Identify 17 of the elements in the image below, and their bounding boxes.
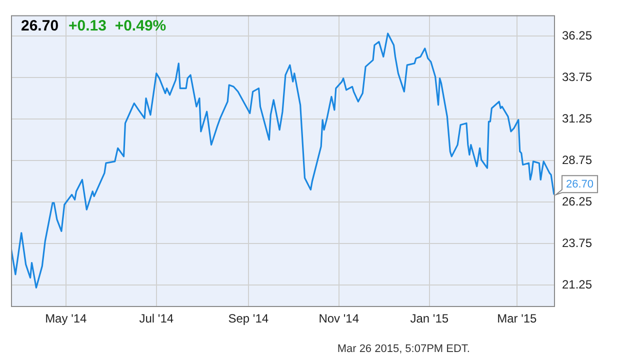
chart-subtitle: +0.13 +0.49% bbox=[68, 17, 166, 34]
text: Mar 26 2015, 5:07PM EDT. bbox=[337, 343, 470, 356]
x-tick-label: Mar '15 bbox=[497, 312, 538, 326]
chart-title: 26.70 bbox=[21, 17, 59, 34]
y-tick-label: 28.75 bbox=[562, 152, 592, 167]
y-tick-label: 31.25 bbox=[562, 111, 592, 126]
x-tick-label: Nov '14 bbox=[318, 312, 360, 326]
y-tick-label: 21.25 bbox=[562, 278, 592, 292]
y-tick-label: 36.25 bbox=[562, 28, 592, 42]
annotation: 26.70 bbox=[566, 178, 594, 191]
x-tick-label: Sep '14 bbox=[228, 312, 269, 326]
y-tick-label: 26.25 bbox=[562, 194, 592, 208]
x-tick-label: Jan '15 bbox=[410, 312, 449, 326]
y-tick-label: 33.75 bbox=[562, 70, 592, 84]
x-tick-label: Jul '14 bbox=[139, 312, 174, 326]
x-tick-label: May '14 bbox=[45, 312, 88, 326]
y-tick-label: 23.75 bbox=[562, 236, 592, 250]
